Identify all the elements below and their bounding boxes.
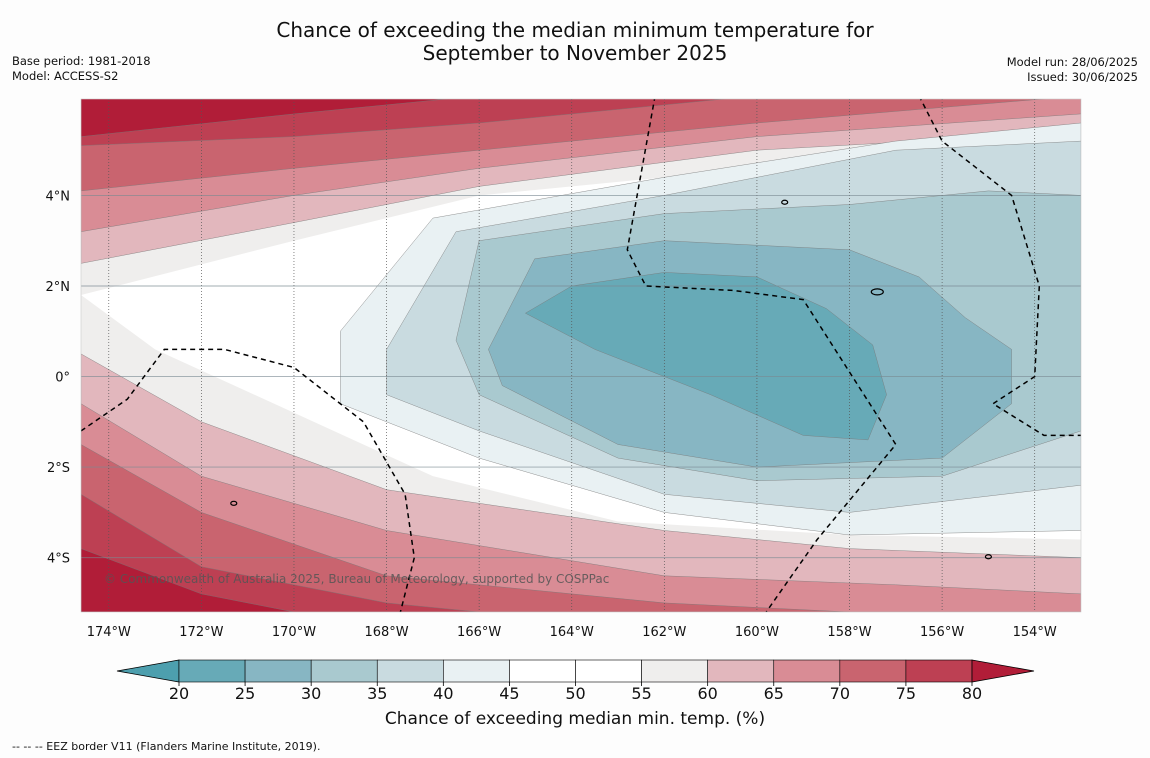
colorbar-tick-label: 60 [697, 684, 717, 703]
eez-border [81, 348, 416, 612]
base-period: Base period: 1981-2018 [12, 54, 151, 68]
colorbar-segment [509, 659, 576, 683]
colorbar-tick-label: 55 [631, 684, 651, 703]
colorbar-tick-label: 40 [433, 684, 453, 703]
lon-tick-label: 156°W [920, 625, 964, 640]
region-south-70-75 [81, 444, 850, 612]
colorbar-tick-label: 35 [367, 684, 387, 703]
lat-tick-label: 4°S [47, 552, 70, 567]
lon-tick-label: 168°W [364, 625, 408, 640]
colorbar-under-arrow [116, 659, 180, 683]
copyright-text: © Commonwealth of Australia 2025, Bureau… [104, 572, 610, 586]
lat-tick-label: 2°S [47, 461, 70, 476]
colorbar-segment [244, 659, 312, 683]
colorbar-label: Chance of exceeding median min. temp. (%… [384, 709, 766, 729]
map-frame [80, 98, 1082, 613]
colorbar-segment [575, 659, 642, 683]
island [230, 500, 238, 506]
colorbar-segment [839, 659, 907, 683]
meta-left: Base period: 1981-2018 Model: ACCESS-S2 [12, 54, 151, 84]
region-south-75-80 [81, 494, 480, 612]
colorbar-tick-label: 75 [896, 684, 916, 703]
colorbar-tick-label: 50 [565, 684, 585, 703]
colorbar-segment [310, 659, 378, 683]
region-80-plus [81, 99, 449, 137]
meta-right: Model run: 28/06/2025 Issued: 30/06/2025 [1007, 55, 1138, 85]
eez-border [919, 99, 1081, 437]
lon-tick-label: 154°W [1013, 625, 1057, 640]
colorbar-tick-label: 30 [301, 684, 321, 703]
colorbar-segment [178, 659, 246, 683]
title-line-2: September to November 2025 [422, 41, 728, 65]
island [781, 199, 789, 205]
lon-tick-label: 160°W [735, 625, 779, 640]
eez-border [626, 99, 897, 612]
colorbar-tick-label: 70 [830, 684, 850, 703]
colorbar-tick-label: 65 [764, 684, 784, 703]
region-south-80-plus [81, 548, 295, 612]
colorbar-segment [641, 659, 708, 683]
colorbar-segment [707, 659, 775, 683]
lat-tick-label: 2°N [46, 280, 71, 295]
island [870, 288, 884, 296]
lon-tick-label: 170°W [272, 625, 316, 640]
lat-tick-label: 4°N [46, 189, 71, 204]
island [984, 554, 993, 560]
issued-date: Issued: 30/06/2025 [1027, 70, 1138, 84]
colorbar-segment [443, 659, 510, 683]
lon-tick-label: 158°W [827, 625, 871, 640]
colorbar-tick-label: 45 [499, 684, 519, 703]
chart-title: Chance of exceeding the median minimum t… [0, 19, 1150, 65]
colorbar-over-arrow [971, 659, 1035, 683]
model-name: Model: ACCESS-S2 [12, 69, 119, 83]
colorbar-tick-label: 20 [169, 684, 189, 703]
lon-tick-label: 174°W [87, 625, 131, 640]
colorbar-segment [905, 659, 973, 683]
lon-tick-label: 166°W [457, 625, 501, 640]
region-20-25 [525, 272, 887, 441]
lon-tick-label: 162°W [642, 625, 686, 640]
colorbar-segment [376, 659, 444, 683]
lat-tick-label: 0° [55, 371, 70, 386]
title-line-1: Chance of exceeding the median minimum t… [276, 18, 874, 42]
eez-footnote: -- -- -- EEZ border V11 (Flanders Marine… [12, 740, 321, 753]
lon-tick-label: 164°W [550, 625, 594, 640]
colorbar-tick-label: 80 [962, 684, 982, 703]
model-run: Model run: 28/06/2025 [1006, 55, 1138, 69]
colorbar-tick-label: 25 [235, 684, 255, 703]
lon-tick-label: 172°W [179, 625, 223, 640]
colorbar-segment [773, 659, 841, 683]
